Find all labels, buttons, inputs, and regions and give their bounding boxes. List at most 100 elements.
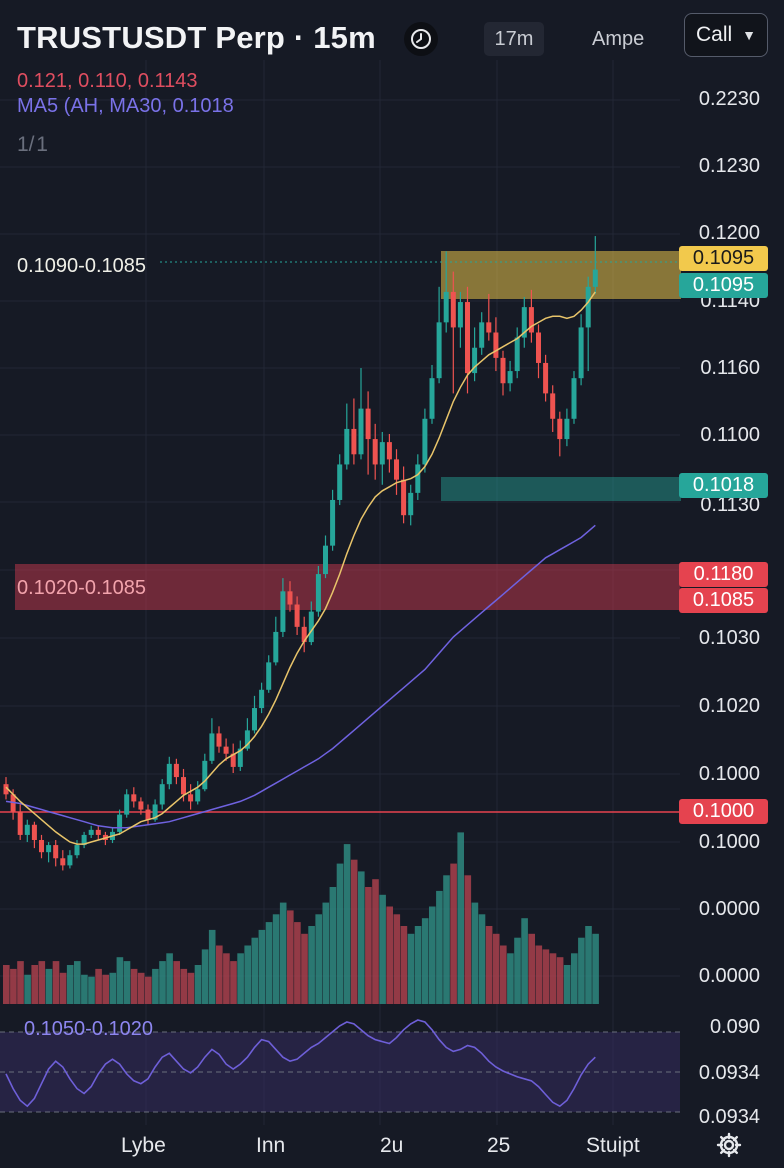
volume-bar (201, 949, 209, 1004)
candle-body (486, 322, 492, 333)
candle-body (351, 428, 357, 455)
price-legend: 0.121, 0.110, 0.1143 (17, 70, 198, 92)
candle-body (24, 824, 30, 835)
candle-body (543, 362, 549, 394)
volume-bar (279, 902, 287, 1004)
candle-body (585, 286, 591, 328)
candle-body (550, 393, 556, 419)
volume-bar (216, 945, 223, 1004)
yellow-zone (441, 251, 681, 299)
candle-body (252, 708, 257, 731)
candle-body (166, 763, 172, 785)
volume-bar (578, 937, 585, 1004)
volume-bar (400, 926, 408, 1004)
chevron-down-icon: ▼ (742, 27, 757, 43)
candle-body (159, 784, 165, 805)
volume-bar (194, 965, 202, 1004)
volume-bar (102, 974, 109, 1004)
candle-body (592, 269, 598, 287)
volume-bar (38, 961, 46, 1004)
candle-body (46, 845, 52, 853)
volume-bar (287, 910, 294, 1004)
candle-body (173, 763, 179, 778)
oscillator-axis-label: 0.090 (709, 1016, 760, 1038)
volume-bar (379, 894, 386, 1004)
volume-bar (457, 832, 464, 1004)
candle-body (138, 801, 144, 810)
volume-bar (272, 914, 280, 1004)
symbol-title: TRUSTUSDT Perp · 15m (17, 20, 376, 55)
legend-pager[interactable]: 1/ 1 (17, 133, 48, 156)
time-axis-label: Lybe (121, 1134, 166, 1157)
volume-bar (358, 871, 365, 1004)
timeframe-button[interactable]: 17m (484, 22, 544, 56)
candle-body (337, 464, 343, 500)
volume-bar (301, 933, 308, 1004)
ma-slow-line (5, 524, 596, 829)
volume-bar (535, 945, 543, 1004)
ma-fast-line (5, 291, 596, 845)
candle-body (528, 307, 534, 333)
candle-body (450, 291, 456, 328)
volume-bar (336, 863, 344, 1004)
volume-bar (464, 875, 472, 1004)
volume-bar (549, 953, 557, 1004)
volume-bar (372, 879, 379, 1004)
candle-body (216, 733, 222, 747)
candle-body (301, 626, 307, 643)
candle-body (308, 611, 314, 643)
candle-body (3, 784, 9, 795)
volume-bar (152, 968, 159, 1004)
candle-body (117, 814, 123, 832)
volume-bar (3, 965, 10, 1004)
price-axis-label: 0.1020 (698, 695, 760, 717)
candle-body (81, 834, 87, 846)
gear-icon[interactable] (716, 1132, 742, 1158)
volume-bar (386, 906, 393, 1004)
candle-body (415, 464, 421, 493)
volume-bar (329, 887, 337, 1004)
volume-bar (123, 961, 131, 1004)
candle-body (479, 322, 485, 348)
candle-body (131, 794, 137, 802)
volume-bar (251, 937, 259, 1004)
candle-body (394, 459, 399, 480)
price-axis-label: 0.2230 (698, 88, 760, 110)
volume-bar (585, 926, 592, 1004)
candle-body (429, 378, 435, 419)
candle-body (379, 442, 385, 465)
volume-bar (500, 945, 507, 1004)
volume-bar (52, 961, 60, 1004)
candle-body (386, 442, 392, 460)
volume-bar (45, 968, 53, 1004)
price-axis-label: 0.1030 (698, 627, 760, 649)
candle-body (237, 748, 243, 767)
candle-body (472, 347, 478, 374)
call-dropdown[interactable]: Call ▼ (684, 13, 768, 57)
price-axis-label: 0.1230 (698, 155, 760, 177)
candle-body (31, 824, 37, 840)
volume-bar (571, 953, 578, 1004)
candle-body (465, 302, 470, 374)
candle-body (74, 845, 80, 856)
volume-bar (542, 949, 550, 1004)
volume-bar (159, 961, 166, 1004)
volume-bar (244, 945, 251, 1004)
ampe-label[interactable]: Ampe (592, 28, 645, 50)
clock-button[interactable] (404, 22, 438, 56)
candle-body (88, 829, 94, 835)
red-line-tag: 0.1000 (679, 799, 768, 824)
candle-body (436, 322, 442, 379)
candle-body (401, 479, 407, 516)
volume-bar (343, 844, 351, 1004)
volume-bar (137, 972, 145, 1004)
candle-body (536, 332, 541, 363)
volume-bar (414, 926, 422, 1004)
price-axis-label: 0.1160 (700, 357, 760, 379)
volume-bar (528, 933, 535, 1004)
candle-body (39, 840, 44, 853)
volume-bar (521, 918, 528, 1004)
volume-bar (478, 914, 486, 1004)
candle-body (195, 789, 201, 802)
